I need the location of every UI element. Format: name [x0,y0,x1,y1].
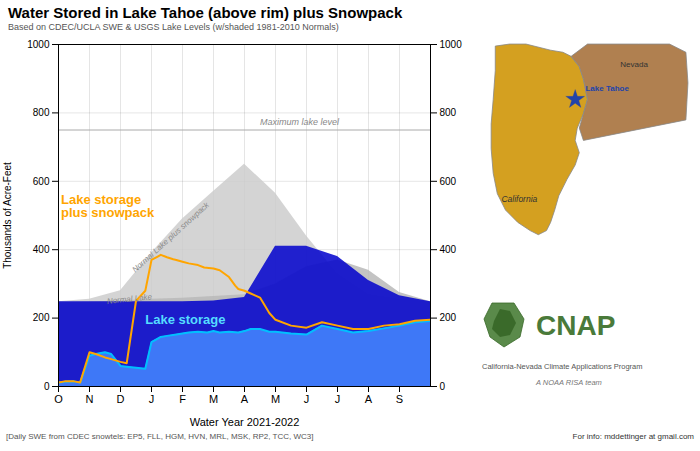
svg-text:N: N [86,393,94,405]
svg-text:Lake Tahoe: Lake Tahoe [585,84,629,93]
svg-text:Maximum lake level: Maximum lake level [260,117,340,127]
svg-text:Thousands of Acre-Feet: Thousands of Acre-Feet [2,162,13,269]
svg-text:600: 600 [440,176,457,187]
svg-text:J: J [335,393,341,405]
svg-text:1000: 1000 [27,39,50,50]
svg-text:S: S [396,393,403,405]
svg-text:200: 200 [33,312,50,323]
svg-text:0: 0 [44,381,50,392]
svg-text:Water Year 2021-2022: Water Year 2021-2022 [190,416,300,428]
html-text:Water Stored in Lake Tahoe (ab: Water Stored in Lake Tahoe (above rim) p… [8,4,403,21]
svg-text:J: J [149,393,155,405]
svg-text:CNAP: CNAP [536,310,615,341]
svg-text:F: F [179,393,186,405]
svg-text:0: 0 [440,381,446,392]
svg-text:200: 200 [440,312,457,323]
svg-text:Lake storage: Lake storage [145,312,225,327]
svg-text:M: M [271,393,280,405]
svg-text:California: California [501,194,537,204]
svg-text:M: M [209,393,218,405]
svg-text:Lake storageplus snowpack: Lake storageplus snowpack [61,192,155,220]
svg-text:A: A [365,393,373,405]
svg-text:800: 800 [440,107,457,118]
html-text:[Daily SWE from CDEC snowtels:: [Daily SWE from CDEC snowtels: EP5, FLL,… [6,432,314,441]
svg-text:400: 400 [33,244,50,255]
svg-text:1000: 1000 [440,39,463,50]
svg-text:600: 600 [33,176,50,187]
svg-text:Nevada: Nevada [620,60,648,69]
svg-text:Normal Lake: Normal Lake [106,292,153,306]
html-text:Based on CDEC/UCLA SWE & USGS: Based on CDEC/UCLA SWE & USGS Lake Level… [8,22,339,32]
html-text:For info: mddettinger at gmail: For info: mddettinger at gmail.com [572,432,694,441]
svg-text:O: O [54,393,63,405]
svg-text:A NOAA RISA team: A NOAA RISA team [535,378,602,387]
svg-text:400: 400 [440,244,457,255]
svg-text:D: D [117,393,125,405]
svg-text:California-Nevada Climate Appl: California-Nevada Climate Applications P… [482,362,643,371]
svg-text:800: 800 [33,107,50,118]
svg-text:J: J [304,393,310,405]
svg-text:A: A [241,393,249,405]
svg-text:Normal Lake plus snowpack: Normal Lake plus snowpack [130,200,211,275]
